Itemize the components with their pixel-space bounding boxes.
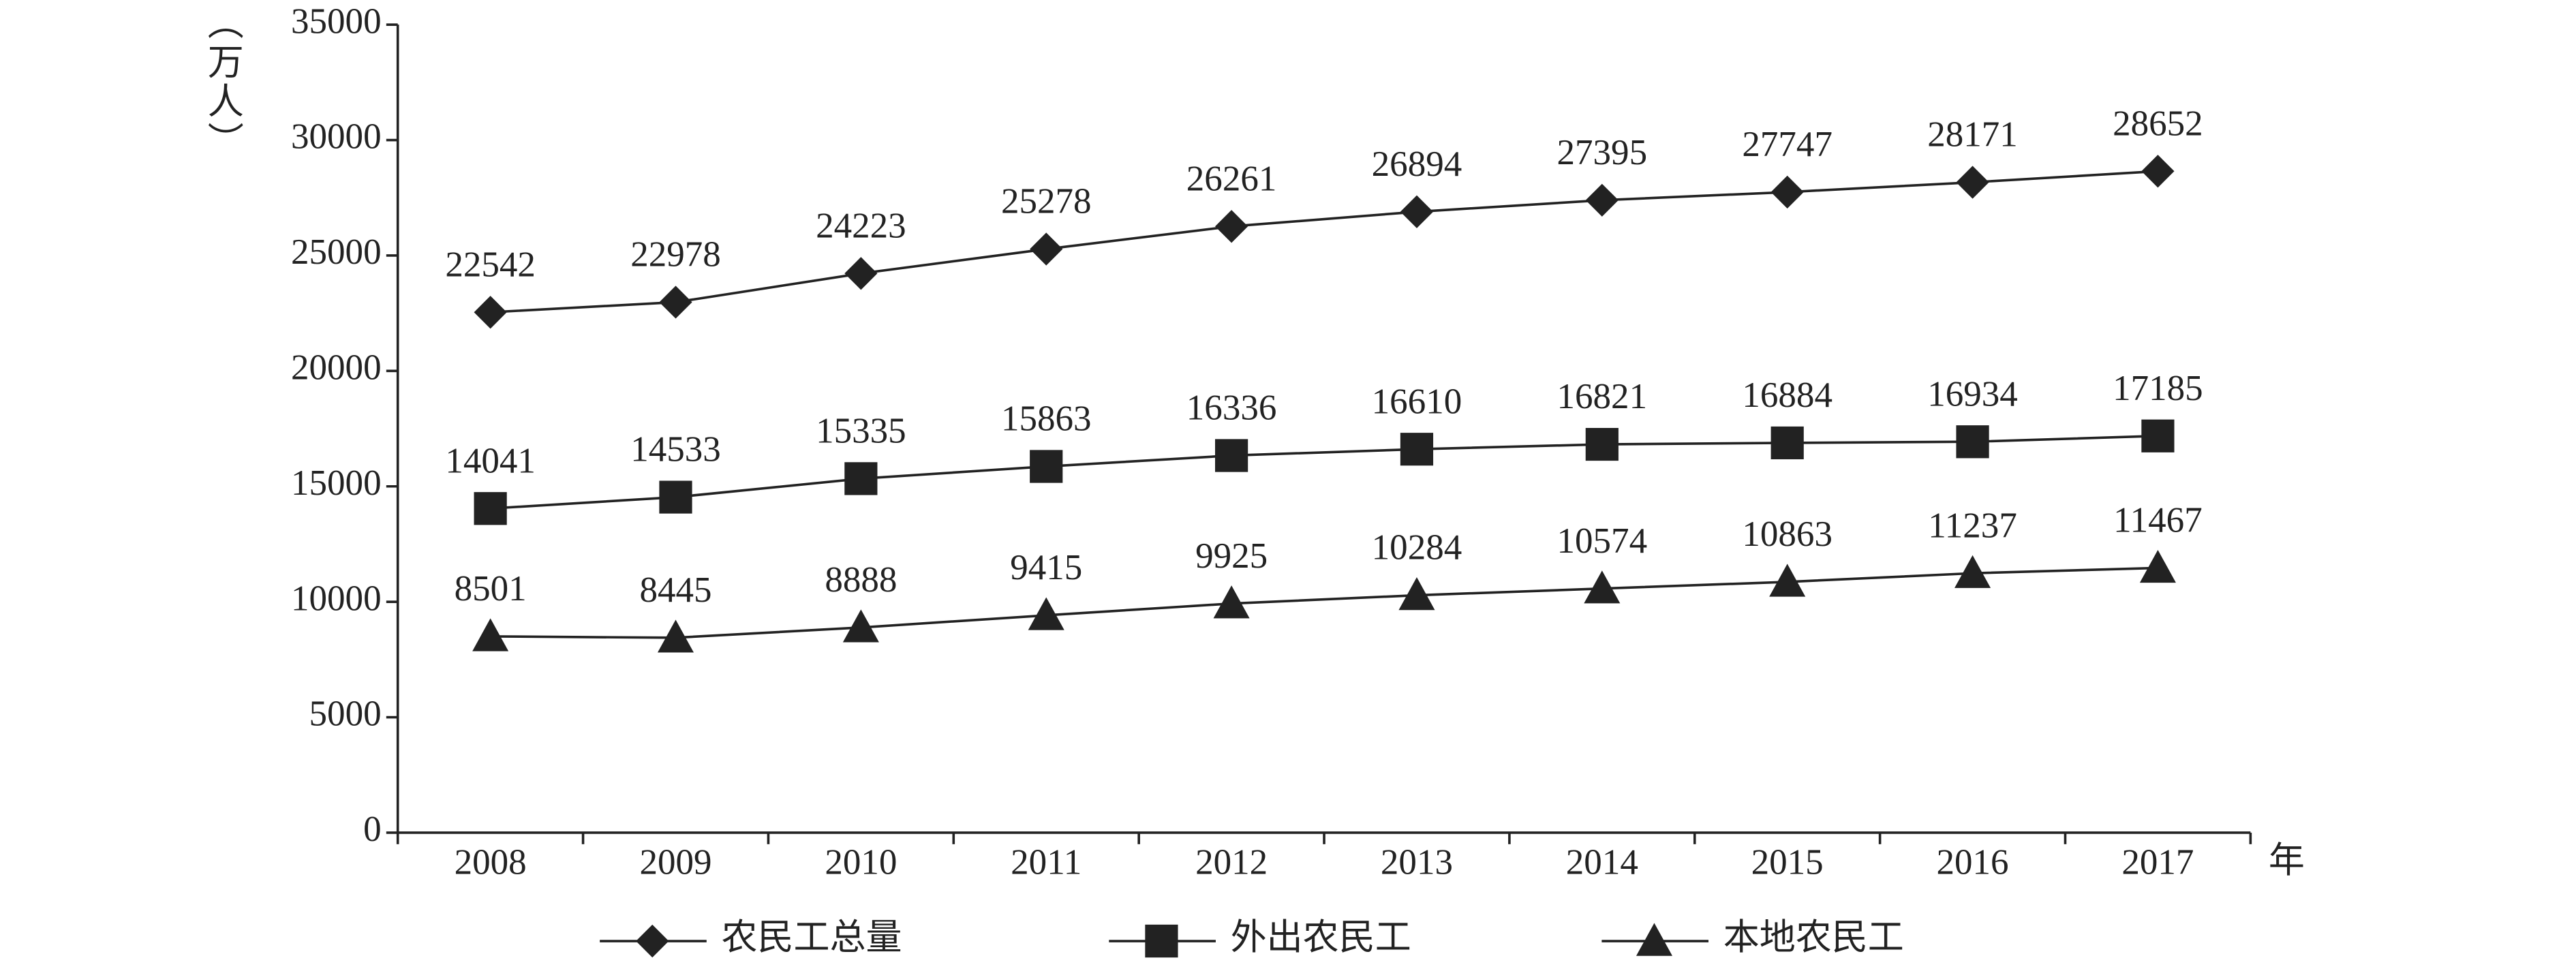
data-label: 9415 xyxy=(1010,548,1082,587)
data-label: 9925 xyxy=(1195,536,1268,576)
legend-label: 农民工总量 xyxy=(721,918,902,957)
data-point xyxy=(1956,425,1989,459)
data-label: 15335 xyxy=(816,412,906,451)
x-axis-label: 年 xyxy=(2269,841,2305,880)
data-point xyxy=(1214,439,1248,472)
data-point xyxy=(1770,175,1804,209)
data-label: 8445 xyxy=(639,570,711,610)
x-tick-label: 2009 xyxy=(639,842,711,882)
data-point xyxy=(2141,419,2175,452)
data-label: 26261 xyxy=(1186,159,1277,198)
data-point xyxy=(2139,549,2176,583)
data-point xyxy=(1030,232,1063,266)
data-label: 11467 xyxy=(2113,501,2203,540)
x-tick-label: 2014 xyxy=(1566,842,1638,882)
legend-label: 外出农民工 xyxy=(1231,918,1411,957)
data-point xyxy=(844,462,878,495)
y-tick-label: 30000 xyxy=(291,117,382,157)
data-point xyxy=(1585,183,1619,217)
data-label: 28171 xyxy=(1927,115,2018,155)
data-label: 14041 xyxy=(445,441,536,480)
data-point xyxy=(659,286,692,319)
data-point xyxy=(1214,210,1248,243)
data-label: 16336 xyxy=(1186,388,1277,428)
data-point xyxy=(1769,564,1806,597)
series-line xyxy=(490,170,2158,314)
y-tick-label: 15000 xyxy=(291,463,382,503)
y-tick-label: 5000 xyxy=(309,694,382,734)
y-tick-label: 25000 xyxy=(291,232,382,272)
data-label: 14533 xyxy=(630,430,721,470)
data-label: 17185 xyxy=(2113,369,2203,408)
data-point xyxy=(1956,166,1989,199)
data-point xyxy=(659,480,692,514)
data-label: 16934 xyxy=(1927,374,2018,414)
data-label: 24223 xyxy=(816,206,906,245)
x-tick-label: 2010 xyxy=(825,842,897,882)
data-point xyxy=(842,609,879,643)
data-point xyxy=(1400,195,1434,228)
series-line xyxy=(490,566,2158,639)
data-point xyxy=(1584,570,1621,604)
y-tick-label: 20000 xyxy=(291,348,382,388)
legend-marker xyxy=(1636,923,1672,956)
data-point xyxy=(1213,585,1250,619)
data-point xyxy=(474,296,507,329)
data-label: 8501 xyxy=(455,569,527,609)
data-point xyxy=(1954,555,1991,588)
data-label: 15863 xyxy=(1001,399,1092,439)
data-point xyxy=(1030,450,1063,483)
data-point xyxy=(1400,433,1434,466)
y-tick-label: 0 xyxy=(363,810,382,849)
x-tick-label: 2016 xyxy=(1937,842,2009,882)
data-point xyxy=(844,257,878,290)
x-tick-label: 2008 xyxy=(455,842,527,882)
x-tick-label: 2013 xyxy=(1381,842,1453,882)
data-label: 16884 xyxy=(1742,375,1833,415)
x-tick-label: 2011 xyxy=(1011,842,1082,882)
series-line xyxy=(490,434,2158,510)
data-label: 8888 xyxy=(825,560,897,600)
data-label: 10574 xyxy=(1557,521,1648,561)
y-axis-label: （万人） xyxy=(202,3,243,161)
data-point xyxy=(1585,427,1619,461)
data-label: 22978 xyxy=(630,235,721,275)
data-point xyxy=(474,492,507,525)
data-point xyxy=(472,618,509,651)
data-point xyxy=(2141,155,2175,188)
data-label: 10284 xyxy=(1372,528,1462,568)
data-point xyxy=(1770,426,1804,460)
x-tick-label: 2012 xyxy=(1195,842,1268,882)
x-tick-label: 2015 xyxy=(1751,842,1824,882)
data-label: 25278 xyxy=(1001,182,1092,221)
data-point xyxy=(1028,597,1064,630)
data-label: 16610 xyxy=(1372,382,1462,421)
data-label: 26894 xyxy=(1372,144,1462,184)
data-label: 27747 xyxy=(1742,125,1833,164)
data-point xyxy=(1398,577,1435,611)
legend-marker xyxy=(1145,924,1178,958)
x-tick-label: 2017 xyxy=(2121,842,2194,882)
data-label: 10863 xyxy=(1742,514,1833,554)
y-tick-label: 10000 xyxy=(291,579,382,618)
data-label: 22542 xyxy=(445,245,536,284)
legend-label: 本地农民工 xyxy=(1723,918,1904,957)
data-label: 11237 xyxy=(1928,506,2017,545)
data-point xyxy=(657,619,694,653)
y-tick-label: 35000 xyxy=(291,1,382,41)
data-label: 28652 xyxy=(2113,104,2203,143)
data-label: 16821 xyxy=(1557,377,1648,416)
data-label: 27395 xyxy=(1557,133,1648,172)
legend-marker xyxy=(636,924,669,958)
